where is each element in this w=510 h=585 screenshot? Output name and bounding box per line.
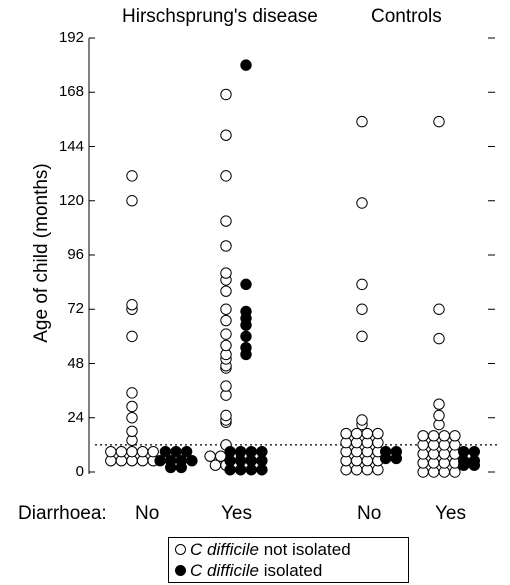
point-isolated <box>256 445 268 458</box>
point-isolated <box>240 59 252 71</box>
point-not-isolated <box>449 430 461 442</box>
point-not-isolated <box>136 445 149 458</box>
point-not-isolated <box>433 409 445 422</box>
x-category-label: No <box>135 503 160 524</box>
point-not-isolated <box>126 170 138 182</box>
open-circle-icon <box>175 544 186 555</box>
point-not-isolated <box>215 450 227 462</box>
point-not-isolated <box>433 303 445 315</box>
y-tick-label: 24 <box>67 408 84 426</box>
y-tick-label: 192 <box>58 29 84 46</box>
point-not-isolated <box>356 330 368 343</box>
legend: C difficile not isolated C difficile iso… <box>168 537 409 583</box>
y-tick-label: 144 <box>58 137 84 155</box>
point-not-isolated <box>220 170 232 182</box>
point-not-isolated <box>126 400 138 413</box>
x-axis-title: Diarrhoea: <box>18 503 107 524</box>
point-not-isolated <box>220 215 232 227</box>
point-not-isolated <box>356 278 368 291</box>
point-isolated <box>245 445 258 458</box>
point-isolated <box>240 330 252 343</box>
y-axis-label: Age of child (months) <box>31 163 52 343</box>
point-isolated <box>390 445 402 458</box>
y-tick-label: 48 <box>67 354 84 372</box>
point-not-isolated <box>438 430 450 442</box>
point-not-isolated <box>126 299 138 311</box>
point-not-isolated <box>105 445 117 458</box>
point-isolated <box>468 445 480 458</box>
x-category-label: No <box>357 503 382 524</box>
point-not-isolated <box>428 430 440 442</box>
point-not-isolated <box>115 445 128 458</box>
point-not-isolated <box>433 398 445 410</box>
x-category-label: Yes <box>435 503 466 524</box>
group-title-hirschsprung: Hirschsprung's disease <box>122 6 318 27</box>
point-not-isolated <box>220 328 232 340</box>
point-not-isolated <box>220 88 232 101</box>
point-isolated <box>186 454 198 467</box>
point-not-isolated <box>220 267 232 279</box>
point-not-isolated <box>220 380 232 392</box>
point-not-isolated <box>356 115 368 128</box>
point-not-isolated <box>340 427 352 440</box>
point-not-isolated <box>433 115 445 128</box>
point-isolated <box>240 341 252 354</box>
x-category-label: Yes <box>221 503 252 524</box>
point-not-isolated <box>220 314 232 327</box>
point-not-isolated <box>220 409 232 422</box>
point-not-isolated <box>220 285 232 297</box>
point-isolated <box>240 305 252 318</box>
point-not-isolated <box>220 303 232 315</box>
legend-item-not-isolated: C difficile not isolated <box>175 539 402 560</box>
legend-label-organism: C difficile <box>190 561 259 580</box>
y-tick-label: 0 <box>75 463 84 480</box>
point-not-isolated <box>220 339 232 352</box>
legend-label-text: isolated <box>258 561 323 580</box>
point-isolated <box>159 445 172 458</box>
point-not-isolated <box>126 445 138 458</box>
y-tick-label: 96 <box>67 246 84 263</box>
point-not-isolated <box>356 197 368 209</box>
point-isolated <box>240 278 252 291</box>
y-tick-label: 72 <box>67 300 84 318</box>
point-not-isolated <box>220 129 232 141</box>
point-not-isolated <box>372 427 384 440</box>
point-isolated <box>170 445 182 458</box>
point-isolated <box>458 445 470 458</box>
point-isolated <box>224 445 236 458</box>
point-not-isolated <box>126 195 138 207</box>
point-not-isolated <box>433 332 445 345</box>
point-not-isolated <box>126 425 138 438</box>
point-not-isolated <box>220 240 232 252</box>
point-isolated <box>180 445 193 458</box>
legend-item-isolated: C difficile isolated <box>175 560 402 581</box>
y-tick-label: 120 <box>58 191 84 209</box>
legend-label-text: not isolated <box>258 540 351 559</box>
group-title-controls: Controls <box>371 6 442 27</box>
data-points <box>105 59 480 478</box>
y-tick-label: 168 <box>58 83 84 101</box>
point-not-isolated <box>356 414 368 426</box>
legend-label-organism: C difficile <box>190 540 259 559</box>
y-ticks-right <box>488 37 495 473</box>
point-isolated <box>235 445 247 458</box>
point-not-isolated <box>126 330 138 343</box>
point-not-isolated <box>147 445 159 458</box>
point-not-isolated <box>204 450 216 462</box>
point-isolated <box>380 445 392 458</box>
point-not-isolated <box>417 430 429 442</box>
point-not-isolated <box>356 303 368 315</box>
point-not-isolated <box>126 387 138 399</box>
y-ticks-left <box>89 37 95 473</box>
filled-circle-icon <box>175 565 186 576</box>
point-not-isolated <box>126 412 138 424</box>
